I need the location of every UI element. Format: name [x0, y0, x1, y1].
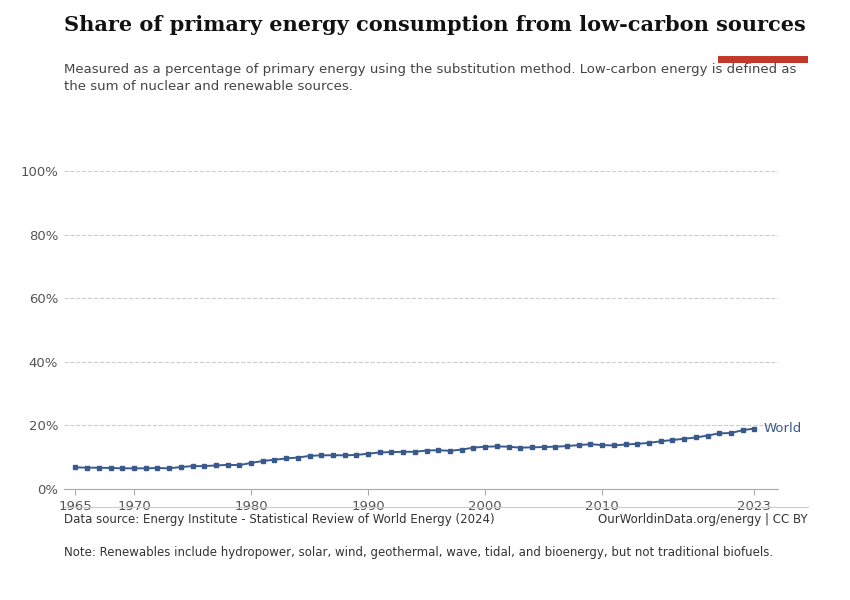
Text: Share of primary energy consumption from low-carbon sources: Share of primary energy consumption from…	[64, 15, 806, 35]
Bar	[718, 56, 808, 63]
Text: Measured as a percentage of primary energy using the substitution method. Low-ca: Measured as a percentage of primary ener…	[64, 63, 796, 93]
Text: Data source: Energy Institute - Statistical Review of World Energy (2024): Data source: Energy Institute - Statisti…	[64, 513, 495, 526]
Text: World: World	[763, 422, 802, 435]
Text: Our World: Our World	[733, 18, 792, 28]
Text: Note: Renewables include hydropower, solar, wind, geothermal, wave, tidal, and b: Note: Renewables include hydropower, sol…	[64, 546, 773, 559]
Text: OurWorldinData.org/energy | CC BY: OurWorldinData.org/energy | CC BY	[598, 513, 808, 526]
Text: in Data: in Data	[741, 37, 784, 46]
